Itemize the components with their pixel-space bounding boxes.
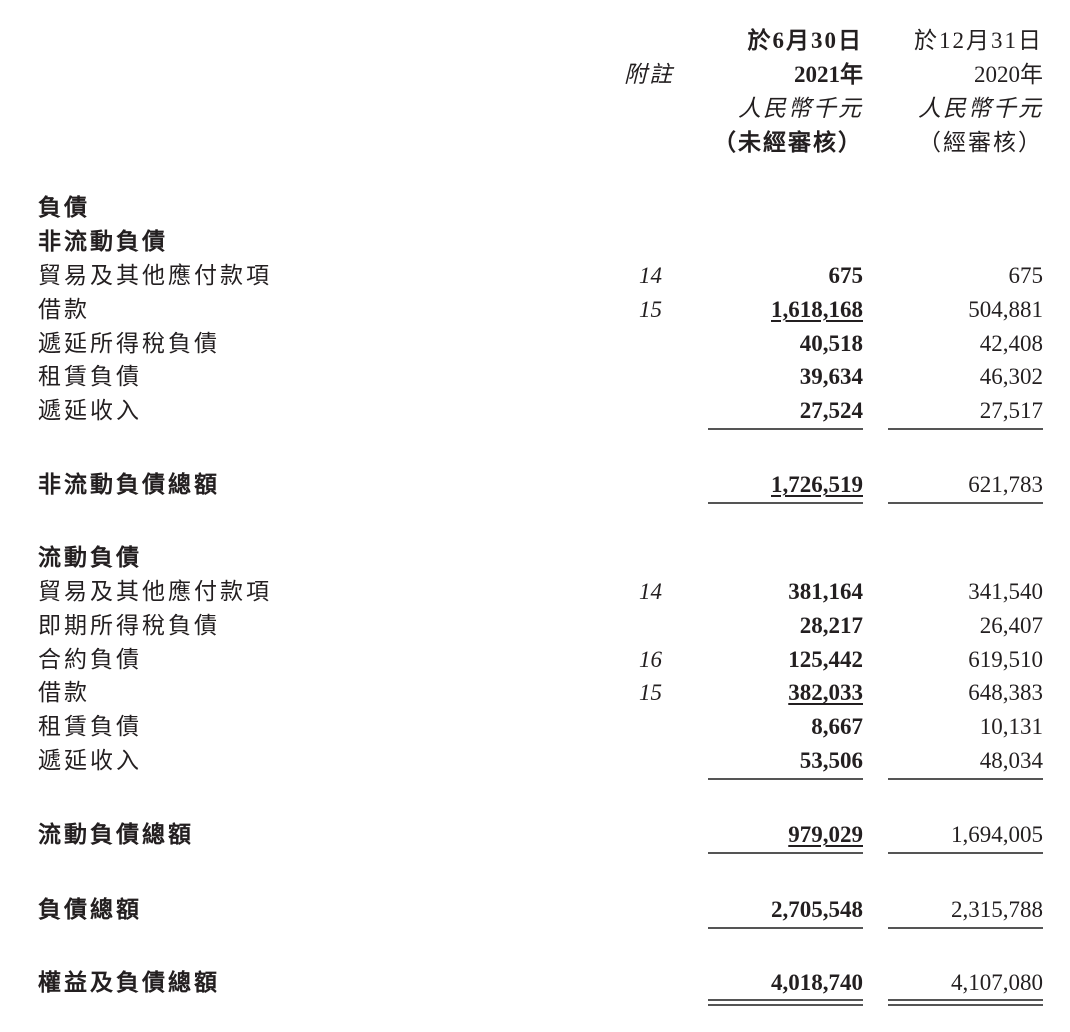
row-value-2020: 48,034 bbox=[979, 748, 1043, 773]
non-current-total-2021: 1,726,519 bbox=[771, 472, 863, 497]
row-value-2020: 26,407 bbox=[979, 612, 1043, 638]
row-label: 即期所得稅負債 bbox=[38, 612, 220, 638]
current-total-2020: 1,694,005 bbox=[951, 822, 1043, 847]
total-rule bbox=[888, 852, 1043, 854]
subtotal-rule bbox=[708, 778, 863, 780]
section-current: 流動負債 bbox=[38, 545, 142, 570]
total-equity-liabilities-2020: 4,107,080 bbox=[951, 970, 1043, 995]
row-value-2020: 46,302 bbox=[979, 364, 1043, 390]
col2-year: 2020年 bbox=[974, 62, 1043, 87]
total-liabilities-label: 負債總額 bbox=[38, 897, 142, 922]
row-value-2020: 10,131 bbox=[979, 714, 1043, 740]
col1-audit: （未經審核） bbox=[713, 130, 863, 155]
subtotal-rule bbox=[708, 428, 863, 430]
row-value-2021: 125,442 bbox=[788, 646, 863, 672]
row-label: 借款 bbox=[38, 680, 90, 706]
row-label: 租賃負債 bbox=[38, 364, 142, 390]
current-total-label: 流動負債總額 bbox=[38, 822, 194, 847]
row-label: 遞延所得稅負債 bbox=[38, 330, 220, 356]
row-value-2021: 675 bbox=[828, 263, 864, 288]
row-value-2020: 619,510 bbox=[968, 646, 1043, 672]
total-liabilities-2021: 2,705,548 bbox=[771, 897, 863, 922]
col2-date: 於12月31日 bbox=[914, 28, 1043, 53]
row-value-2020: 27,517 bbox=[979, 398, 1043, 424]
row-note: 14 bbox=[639, 263, 662, 288]
non-current-total-label: 非流動負債總額 bbox=[38, 472, 220, 497]
row-label: 遞延收入 bbox=[38, 748, 142, 773]
col1-year: 2021年 bbox=[794, 62, 863, 87]
row-value-2021: 8,667 bbox=[811, 714, 863, 740]
row-value-2021: 27,524 bbox=[799, 398, 863, 424]
row-note: 15 bbox=[639, 680, 662, 706]
row-value-2021: 381,164 bbox=[788, 579, 863, 604]
row-label: 遞延收入 bbox=[38, 398, 142, 424]
row-label: 貿易及其他應付款項 bbox=[38, 579, 272, 604]
current-total-2021: 979,029 bbox=[788, 822, 863, 847]
row-value-2021: 53,506 bbox=[799, 748, 863, 773]
subtotal-rule bbox=[888, 428, 1043, 430]
row-value-2021: 39,634 bbox=[799, 364, 863, 390]
row-label: 借款 bbox=[38, 296, 90, 322]
col1-unit: 人民幣千元 bbox=[738, 96, 863, 121]
non-current-total-2020: 621,783 bbox=[968, 472, 1043, 497]
row-value-2020: 341,540 bbox=[968, 579, 1043, 604]
row-value-2020: 504,881 bbox=[968, 296, 1043, 322]
row-value-2020: 648,383 bbox=[968, 680, 1043, 706]
row-label: 租賃負債 bbox=[38, 714, 142, 740]
total-liabilities-2020: 2,315,788 bbox=[951, 897, 1043, 922]
total-rule bbox=[708, 927, 863, 929]
total-rule bbox=[708, 852, 863, 854]
total-equity-liabilities-label: 權益及負債總額 bbox=[38, 970, 220, 995]
section-liabilities: 負債 bbox=[38, 195, 90, 220]
row-label: 貿易及其他應付款項 bbox=[38, 263, 272, 288]
section-non-current: 非流動負債 bbox=[38, 229, 168, 254]
col2-audit: （經審核） bbox=[918, 130, 1043, 155]
col1-date: 於6月30日 bbox=[747, 28, 863, 53]
row-value-2021: 40,518 bbox=[799, 330, 863, 356]
row-label: 合約負債 bbox=[38, 646, 142, 672]
total-rule bbox=[888, 502, 1043, 504]
row-value-2021: 28,217 bbox=[799, 612, 863, 638]
row-note: 15 bbox=[639, 296, 662, 322]
double-rule bbox=[888, 999, 1043, 1001]
row-value-2020: 42,408 bbox=[979, 330, 1043, 356]
double-rule bbox=[708, 999, 863, 1001]
row-note: 16 bbox=[639, 646, 662, 672]
total-rule bbox=[708, 502, 863, 504]
note-header: 附註 bbox=[624, 62, 674, 87]
row-value-2020: 675 bbox=[1008, 263, 1044, 288]
total-rule bbox=[888, 927, 1043, 929]
row-value-2021: 382,033 bbox=[788, 680, 863, 706]
subtotal-rule bbox=[888, 778, 1043, 780]
row-note: 14 bbox=[639, 579, 662, 604]
double-rule bbox=[708, 1004, 863, 1006]
col2-unit: 人民幣千元 bbox=[918, 96, 1043, 121]
double-rule bbox=[888, 1004, 1043, 1006]
row-value-2021: 1,618,168 bbox=[771, 296, 863, 322]
total-equity-liabilities-2021: 4,018,740 bbox=[771, 970, 863, 995]
